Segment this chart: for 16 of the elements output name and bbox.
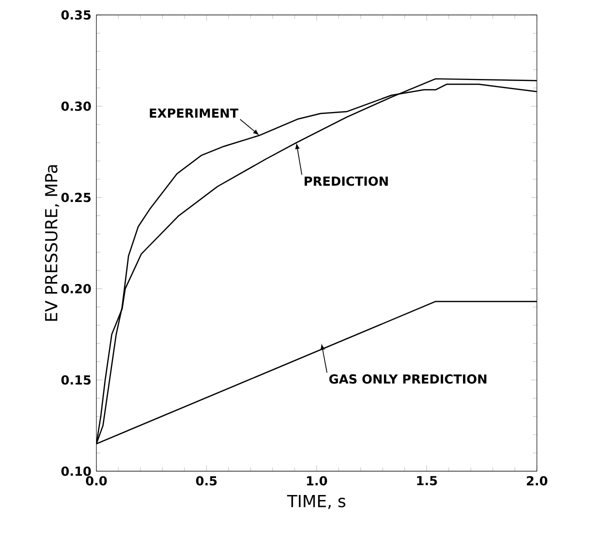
x-tick-label: 1.0 <box>307 476 328 486</box>
y-axis-title: EV PRESSURE, MPa <box>44 165 60 321</box>
y-tick-label: 0.20 <box>61 284 91 294</box>
y-tick-label: 0.15 <box>61 375 91 385</box>
x-tick-label: 1.5 <box>417 476 437 486</box>
annotation: EXPERIMENT <box>150 108 238 118</box>
x-tick-label: 0.0 <box>86 476 107 486</box>
y-tick-label: 0.35 <box>61 10 91 20</box>
y-tick-label: 0.30 <box>61 102 91 111</box>
y-tick-label: 0.25 <box>61 192 91 202</box>
x-axis-title: TIME, s <box>287 495 346 510</box>
annotation: GAS ONLY PREDICTION <box>329 374 486 384</box>
annotation: PREDICTION <box>304 176 388 186</box>
x-tick-label: 2.0 <box>526 476 548 486</box>
x-tick-label: 0.5 <box>196 476 217 486</box>
y-tick-label: 0.10 <box>61 466 91 476</box>
